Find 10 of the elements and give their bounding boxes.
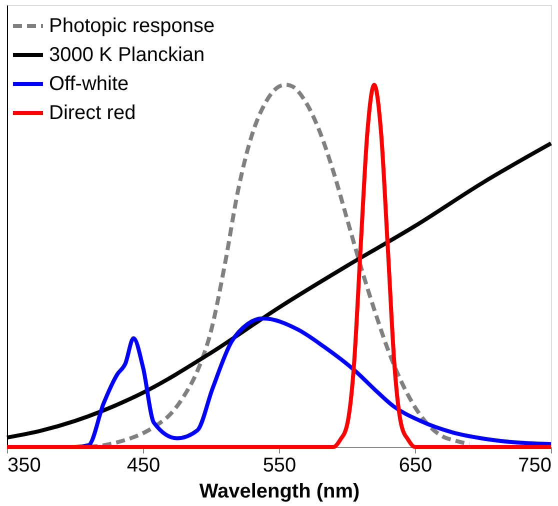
legend-label: Direct red xyxy=(49,102,136,124)
x-axis-title: Wavelength (nm) xyxy=(199,480,360,502)
legend-label: Off-white xyxy=(49,73,129,95)
x-tick-label: 750 xyxy=(518,454,552,476)
legend-label: Photopic response xyxy=(49,15,215,37)
x-tick-label: 550 xyxy=(262,454,296,476)
x-tick-label: 350 xyxy=(8,454,41,476)
x-tick-label: 650 xyxy=(398,454,432,476)
x-tick-label: 450 xyxy=(126,454,160,476)
legend-label: 3000 K Planckian xyxy=(49,44,205,66)
